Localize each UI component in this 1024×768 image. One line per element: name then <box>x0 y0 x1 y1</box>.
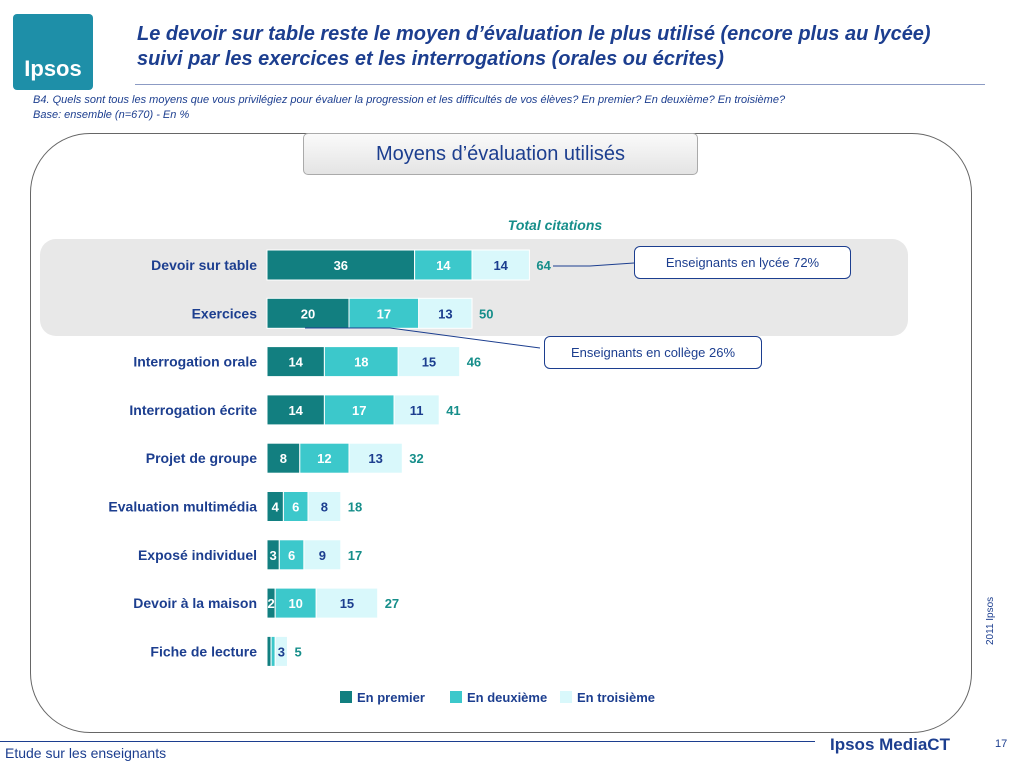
segment-label: 3 <box>270 548 277 563</box>
logo-text: Ipsos <box>24 56 82 81</box>
base-line: Base: ensemble (n=670) - En % <box>33 109 190 121</box>
category-label: Evaluation multimédia <box>108 499 257 515</box>
segment-label: 6 <box>288 548 295 563</box>
category-label: Fiche de lecture <box>150 643 257 659</box>
segment-label: 36 <box>334 258 348 273</box>
legend-swatch <box>450 691 462 703</box>
callout-lycee: Enseignants en lycée 72% <box>634 246 851 279</box>
bar-segment <box>266 635 272 667</box>
segment-label: 13 <box>438 306 452 321</box>
bar-segment <box>270 635 276 667</box>
segment-label: 13 <box>368 451 382 466</box>
segment-label: 17 <box>352 403 366 418</box>
bar-segment <box>266 346 325 378</box>
total-header: Total citations <box>508 217 603 233</box>
segment-label: 2 <box>267 596 274 611</box>
side-copyright: 2011 Ipsos <box>985 596 996 645</box>
total-label: 27 <box>385 596 399 611</box>
legend-swatch <box>340 691 352 703</box>
segment-label: 8 <box>321 500 328 515</box>
total-label: 5 <box>295 644 302 659</box>
segment-label: 14 <box>436 258 451 273</box>
total-label: 18 <box>348 500 362 515</box>
question-text: B4. Quels sont tous les moyens que vous … <box>33 93 993 123</box>
bar-segment <box>471 249 530 281</box>
category-label: Interrogation écrite <box>129 402 257 418</box>
segment-label: 4 <box>272 500 280 515</box>
bar-segment <box>348 442 403 474</box>
segment-label: 10 <box>288 596 302 611</box>
segment-label: 3 <box>278 644 285 659</box>
page-number: 17 <box>995 738 1008 750</box>
segment-label: 9 <box>319 548 326 563</box>
segment-label: 15 <box>422 355 436 370</box>
legend-swatch <box>560 691 572 703</box>
bar-segment <box>393 394 440 426</box>
bar-segment <box>274 587 317 619</box>
category-label: Devoir à la maison <box>133 595 257 611</box>
segment-label: 6 <box>292 500 299 515</box>
segment-label: 20 <box>301 306 315 321</box>
bar-segment <box>266 442 301 474</box>
bar-segment <box>266 394 325 426</box>
total-label: 41 <box>446 403 460 418</box>
bar-segment <box>303 539 342 571</box>
bar-segment <box>397 346 461 378</box>
segment-label: 11 <box>410 403 424 418</box>
bar-segment <box>299 442 350 474</box>
segment-label: 14 <box>288 355 303 370</box>
slide-title: Le devoir sur table reste le moyen d’éva… <box>137 23 931 70</box>
category-label: Exercices <box>192 305 258 321</box>
legend-label: En troisième <box>577 690 655 705</box>
category-label: Exposé individuel <box>138 547 257 563</box>
total-label: 46 <box>467 355 481 370</box>
segment-label: 12 <box>317 451 331 466</box>
bar-segment <box>266 297 350 329</box>
segment-label: 8 <box>280 451 287 466</box>
ipsos-logo: Ipsos <box>13 14 93 90</box>
segment-label: 17 <box>377 306 391 321</box>
panel-title: Moyens d’évaluation utilisés <box>303 133 698 175</box>
callout-lycee-connector <box>553 262 635 267</box>
footer-divider <box>0 741 815 742</box>
segment-label: 18 <box>354 355 368 370</box>
callout-college: Enseignants en collège 26% <box>544 336 762 369</box>
total-label: 17 <box>348 548 362 563</box>
category-label: Projet de groupe <box>146 450 257 466</box>
bar-segment <box>266 249 416 281</box>
total-label: 50 <box>479 306 493 321</box>
bar-segment <box>323 346 399 378</box>
legend-label: En deuxième <box>467 690 547 705</box>
total-label: 32 <box>409 451 423 466</box>
bar-segment <box>274 635 289 667</box>
question-line: B4. Quels sont tous les moyens que vous … <box>33 94 786 106</box>
bar-segment <box>307 491 342 522</box>
segment-label: 15 <box>340 596 354 611</box>
segment-label: 14 <box>288 403 303 418</box>
footer-study-name: Etude sur les enseignants <box>5 745 167 761</box>
segment-label: 14 <box>493 258 508 273</box>
category-label: Interrogation orale <box>133 354 257 370</box>
callout-college-connector <box>305 327 541 349</box>
bar-segment <box>414 249 473 281</box>
bar-segment <box>315 587 379 619</box>
footer-brand: Ipsos MediaCT <box>830 735 950 754</box>
total-label: 64 <box>536 258 551 273</box>
title-divider <box>135 84 985 85</box>
category-label: Devoir sur table <box>151 257 257 273</box>
legend-label: En premier <box>357 690 425 705</box>
bar-segment <box>418 297 473 329</box>
